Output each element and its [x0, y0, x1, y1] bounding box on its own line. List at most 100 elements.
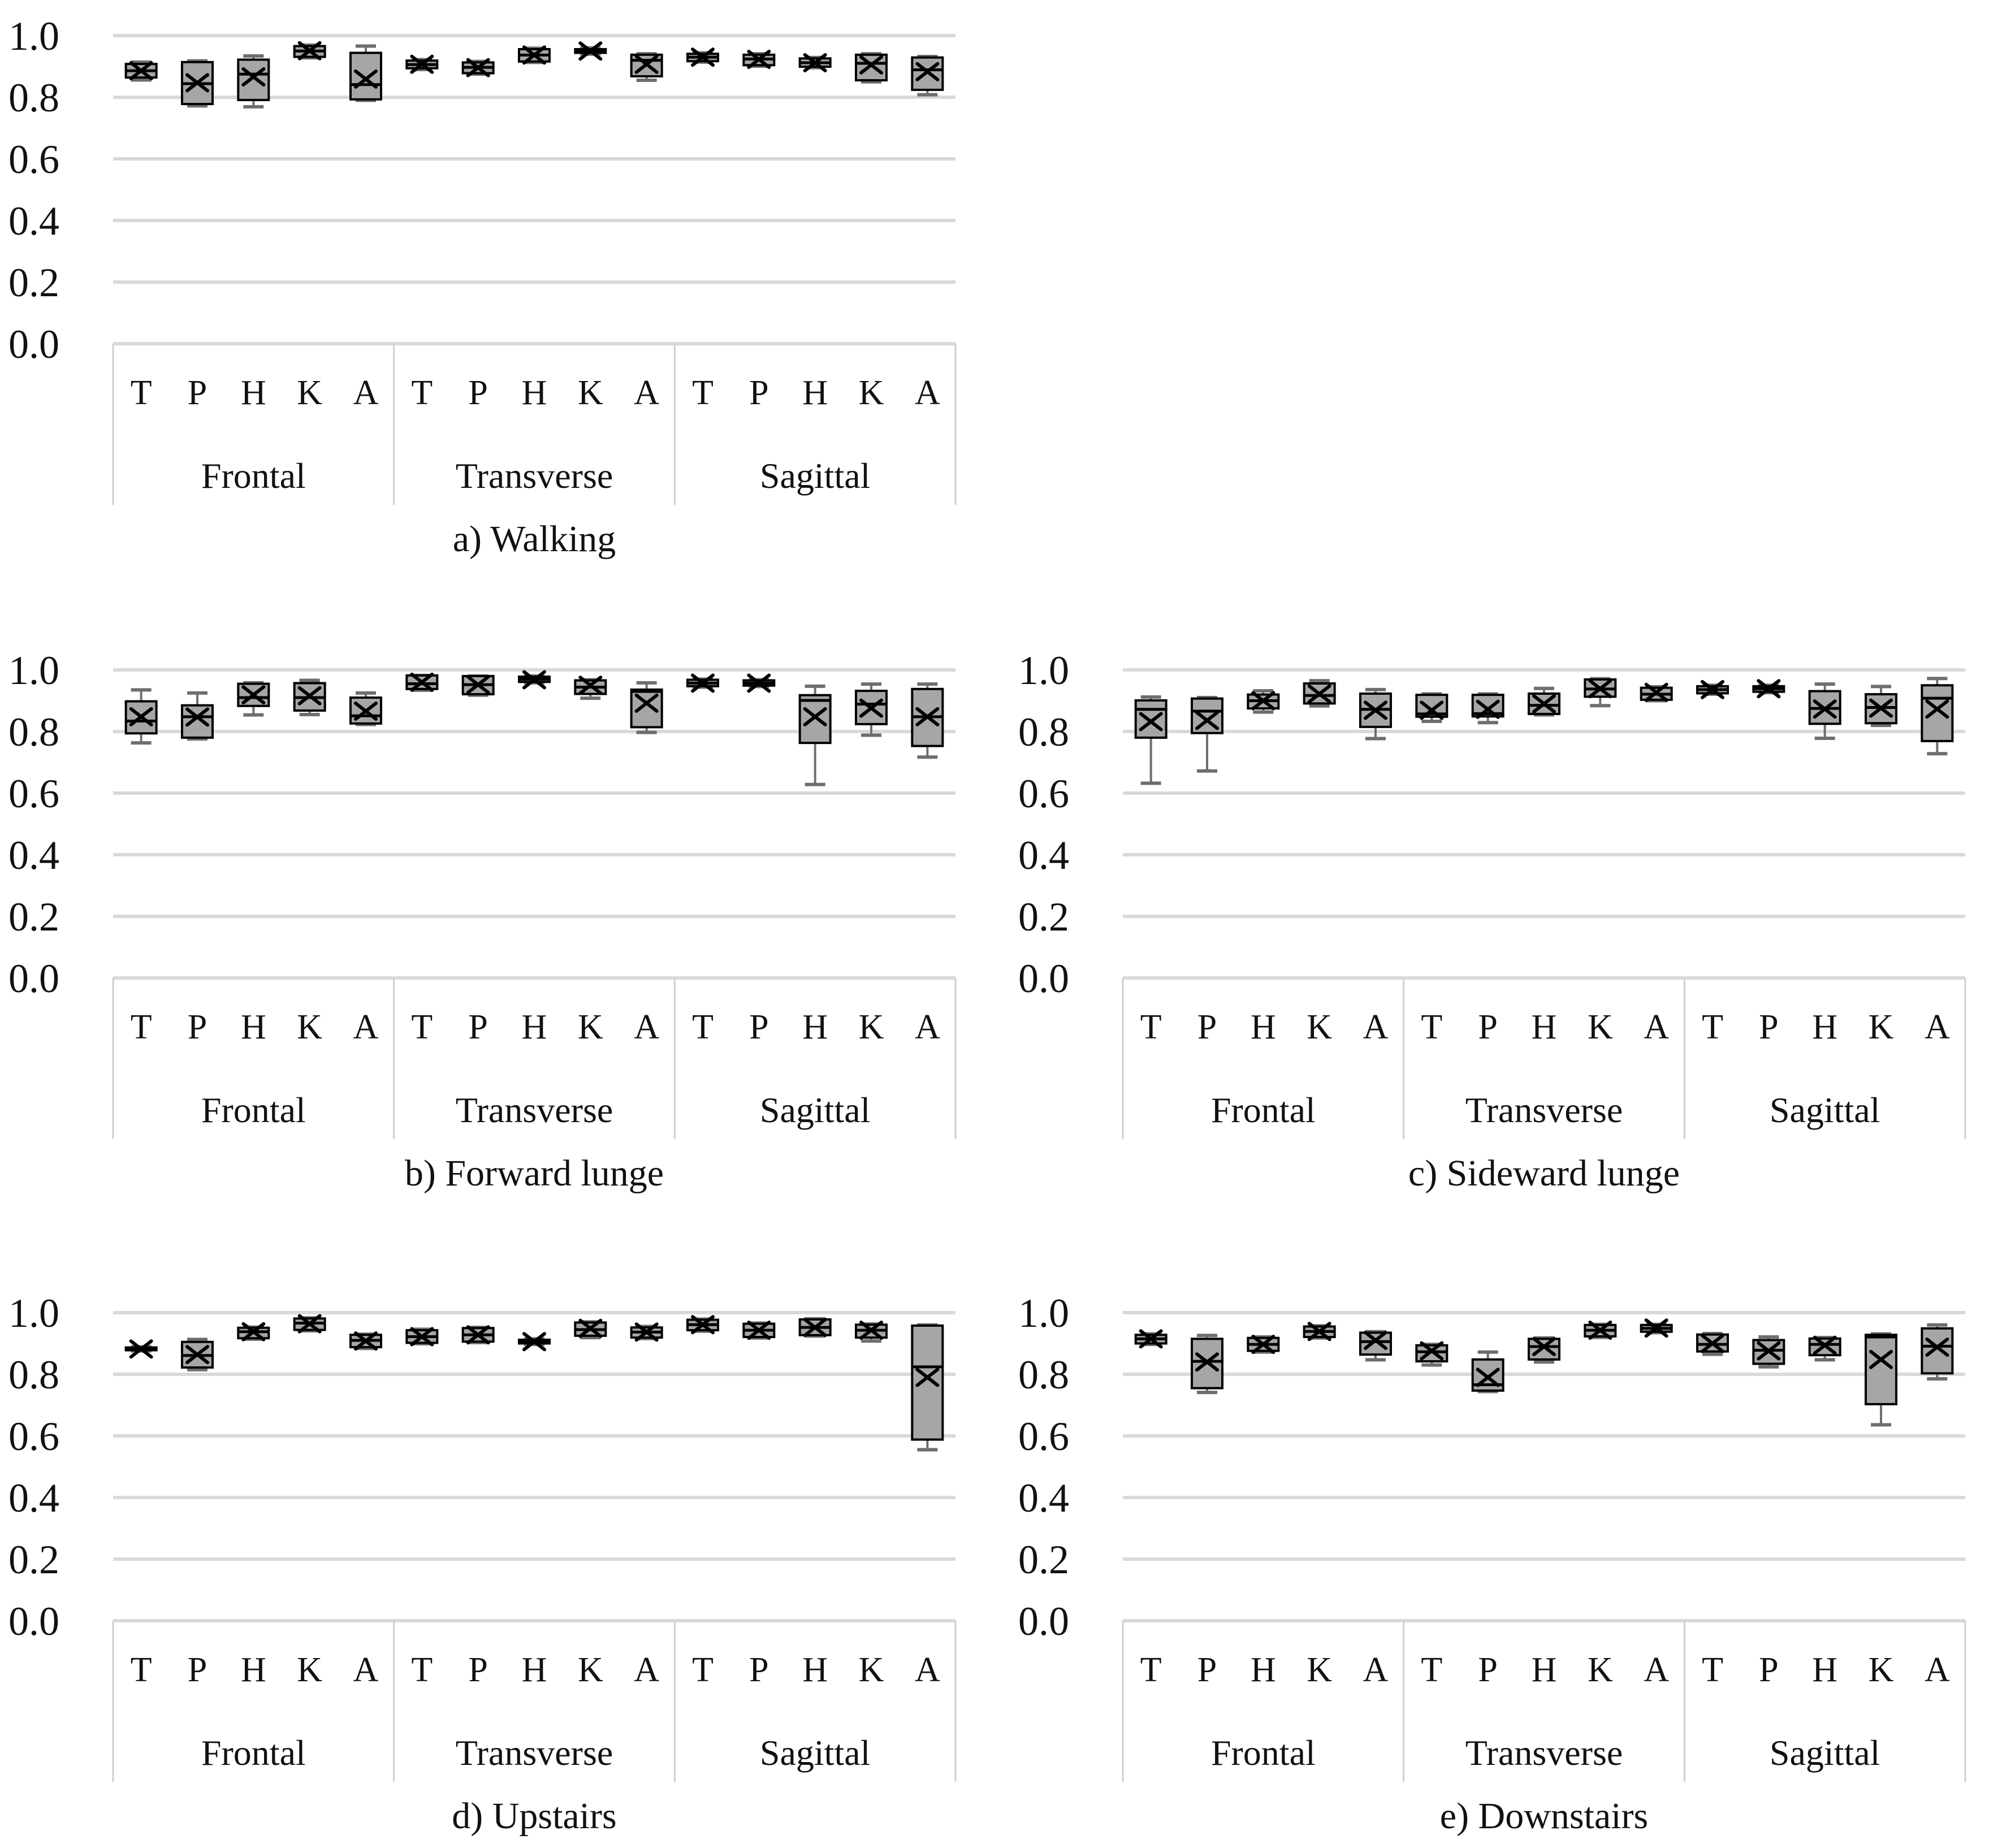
box-Frontal-P	[181, 59, 214, 108]
mean-marker	[1757, 679, 1781, 699]
box	[1359, 1331, 1392, 1356]
y-tick-label: 0.8	[8, 1352, 59, 1397]
category-label: K	[1307, 1008, 1332, 1046]
y-tick-label: 0.8	[1018, 1352, 1069, 1397]
y-tick-label: 0.0	[1018, 956, 1069, 1001]
box-Frontal-T	[1134, 1329, 1168, 1349]
y-tick-label: 0.6	[1018, 771, 1069, 816]
mean-marker	[1476, 699, 1500, 719]
box	[237, 58, 270, 101]
category-label: H	[522, 1651, 547, 1689]
box-Sagittal-K	[855, 682, 888, 737]
category-label: P	[1759, 1008, 1778, 1046]
group-label: Sagittal	[760, 1090, 871, 1130]
box-Sagittal-A	[911, 1323, 944, 1452]
category-label: H	[241, 1008, 266, 1046]
mean-marker	[410, 672, 434, 692]
category-label: A	[353, 1651, 379, 1689]
mean-marker	[297, 41, 322, 60]
box-Transverse-A	[1640, 1318, 1673, 1338]
mean-marker	[354, 1331, 378, 1351]
category-label: P	[749, 1651, 768, 1689]
box	[349, 51, 382, 101]
box	[1921, 684, 1954, 742]
box-Frontal-P	[181, 691, 214, 741]
mean-marker	[1925, 699, 1949, 719]
mean-marker	[1532, 1336, 1556, 1356]
group-label: Frontal	[1211, 1733, 1316, 1773]
y-tick-label: 0.4	[8, 1475, 59, 1521]
box-Sagittal-K	[855, 1321, 888, 1343]
mean-marker	[1532, 694, 1556, 713]
box	[1865, 1334, 1897, 1405]
category-label: K	[859, 374, 884, 412]
category-label: A	[634, 1651, 659, 1689]
box-Frontal-H	[237, 681, 270, 717]
box-Frontal-T	[124, 60, 158, 82]
category-label: A	[634, 1008, 659, 1046]
y-tick-label: 0.0	[8, 956, 59, 1001]
mean-marker	[1139, 1329, 1163, 1349]
category-label: T	[1140, 1651, 1162, 1689]
mean-marker	[1307, 684, 1331, 704]
chart-caption-walking: a) Walking	[452, 518, 616, 560]
mean-marker	[747, 673, 771, 693]
category-label: P	[749, 1008, 768, 1046]
box	[798, 694, 832, 745]
mean-marker	[1869, 1349, 1893, 1369]
category-label: A	[1644, 1651, 1669, 1689]
category-label: K	[1307, 1651, 1332, 1689]
box-Frontal-H	[237, 54, 270, 109]
category-label: A	[1363, 1651, 1389, 1689]
y-tick-label: 0.2	[8, 260, 59, 305]
category-label: K	[297, 1651, 322, 1689]
chart-caption-forward-lunge: b) Forward lunge	[404, 1153, 664, 1194]
mean-marker	[466, 58, 490, 77]
mean-marker	[410, 54, 434, 74]
mean-marker	[410, 1327, 434, 1347]
box-Transverse-T	[1415, 692, 1448, 724]
group-label: Frontal	[201, 456, 306, 496]
category-label: K	[859, 1008, 884, 1046]
category-label: H	[522, 374, 547, 412]
mean-marker	[691, 1315, 715, 1335]
box-Frontal-A	[349, 1331, 382, 1351]
category-label: T	[1421, 1008, 1442, 1046]
category-label: H	[1532, 1008, 1557, 1046]
chart-upstairs: 1.0 0.8 0.6 0.4 0.2 0.0 T P H K A Frontal T P H K A Trans…	[0, 1287, 995, 1847]
box-Transverse-T	[405, 54, 439, 74]
box-Transverse-P	[1471, 1350, 1504, 1393]
box-Sagittal-P	[1752, 1335, 1785, 1369]
mean-marker	[354, 69, 378, 89]
box	[855, 53, 888, 82]
y-tick-label: 0.2	[8, 1537, 59, 1582]
box-Sagittal-H	[798, 1317, 832, 1338]
y-tick-label: 0.4	[1018, 833, 1069, 878]
box-Sagittal-T	[1696, 1332, 1729, 1356]
category-label: T	[1421, 1651, 1442, 1689]
box-Frontal-K	[1303, 679, 1336, 708]
box-Sagittal-P	[742, 1321, 776, 1340]
mean-marker	[1420, 1341, 1444, 1361]
category-label: T	[131, 1008, 152, 1046]
box-Transverse-K	[1584, 677, 1617, 708]
category-label: H	[1251, 1008, 1276, 1046]
y-tick-label: 0.2	[8, 894, 59, 940]
mean-marker	[1869, 698, 1893, 718]
box-Sagittal-P	[742, 49, 776, 69]
category-label: P	[1197, 1008, 1217, 1046]
group-label: Transverse	[456, 1733, 613, 1773]
mean-marker	[1364, 1331, 1387, 1351]
mean-marker	[1420, 700, 1444, 720]
category-label: P	[1197, 1651, 1217, 1689]
box-Transverse-A	[630, 52, 663, 83]
category-label: H	[802, 1651, 828, 1689]
category-label: P	[749, 374, 768, 412]
category-label: P	[188, 374, 207, 412]
y-tick-label: 0.8	[8, 75, 59, 120]
group-label: Transverse	[456, 456, 613, 496]
